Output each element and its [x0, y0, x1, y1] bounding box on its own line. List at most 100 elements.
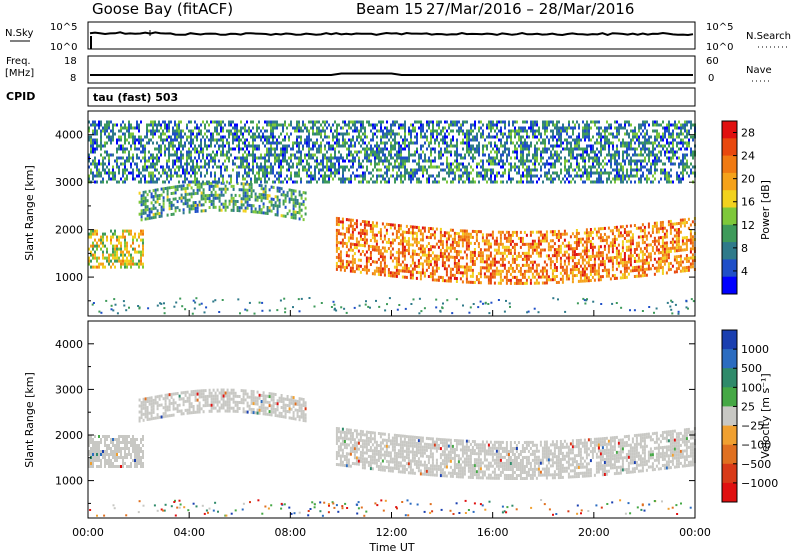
heat-cell	[240, 197, 243, 201]
heat-cell	[533, 269, 536, 273]
heat-cell	[326, 120, 328, 124]
heat-cell	[392, 147, 394, 151]
heat-cell	[521, 263, 524, 267]
heat-cell	[306, 138, 308, 142]
heat-cell	[455, 277, 458, 280]
heat-cell	[553, 230, 556, 234]
heat-cell	[190, 135, 192, 139]
heat-cell	[228, 174, 230, 178]
heat-cell	[150, 180, 152, 184]
heat-cell	[571, 268, 574, 272]
heat-cell	[441, 258, 444, 262]
heat-cell	[685, 257, 688, 260]
heat-cell	[254, 153, 256, 157]
heat-cell	[417, 226, 420, 230]
heat-cell	[394, 120, 396, 124]
heat-cell	[300, 153, 302, 157]
heat-cell	[178, 120, 180, 124]
heat-cell	[631, 233, 634, 237]
heat-cell	[637, 253, 640, 257]
heat-cell	[132, 159, 134, 163]
heat-cell	[443, 261, 446, 265]
heat-cell	[393, 223, 396, 227]
heat-cell	[168, 165, 170, 169]
heat-cell	[381, 252, 384, 256]
heat-cell	[557, 229, 560, 233]
heat-cell	[397, 251, 400, 255]
heat-cell	[471, 250, 474, 254]
heat-cell	[597, 248, 600, 252]
heat-cell	[208, 197, 211, 200]
heat-cell	[382, 135, 384, 139]
heat-cell	[324, 180, 326, 184]
heat-cell	[322, 156, 324, 160]
heat-cell	[647, 267, 650, 271]
heat-cell	[400, 123, 402, 127]
heat-cell	[252, 171, 254, 175]
heat-cell	[212, 135, 214, 139]
heat-cell	[357, 249, 360, 253]
heat-cell	[408, 144, 410, 148]
heat-cell	[136, 174, 138, 178]
heat-cell	[410, 177, 412, 181]
heat-cell	[92, 132, 94, 136]
heat-cell	[387, 268, 390, 271]
heat-cell	[388, 168, 390, 172]
heat-cell	[212, 165, 214, 169]
heat-cell	[505, 239, 508, 243]
noise-panel: N.Sky 10^5 10^0 10^5 10^0 N.Search	[5, 21, 791, 53]
heat-cell	[437, 239, 440, 243]
heat-cell	[422, 123, 424, 127]
heat-cell	[641, 271, 644, 275]
heat-cell	[96, 129, 98, 133]
heat-cell	[471, 271, 474, 275]
heat-cell	[186, 165, 188, 169]
heat-cell	[445, 258, 448, 262]
heat-cell	[653, 221, 656, 225]
heat-cell	[404, 177, 406, 181]
heat-cell	[282, 144, 284, 148]
heat-cell	[110, 265, 112, 269]
heat-cell	[214, 120, 216, 124]
heat-cell	[250, 144, 252, 148]
heat-cell	[160, 147, 162, 151]
heat-cell	[352, 123, 354, 127]
heat-cell	[358, 135, 360, 139]
heat-cell	[363, 223, 366, 227]
heat-cell	[629, 263, 632, 267]
heat-cell	[98, 171, 100, 175]
heat-cell	[126, 250, 128, 254]
heat-cell	[334, 147, 336, 151]
heat-cell	[413, 225, 416, 229]
heat-cell	[599, 233, 602, 237]
heat-cell	[501, 260, 504, 264]
heat-cell	[687, 265, 690, 269]
heat-cell	[433, 245, 436, 249]
heat-cell	[140, 197, 143, 201]
heat-cell	[663, 247, 666, 251]
heat-cell	[88, 235, 90, 239]
heat-cell	[451, 255, 454, 259]
heat-cell	[354, 120, 356, 124]
heat-cell	[220, 123, 222, 127]
heat-cell	[599, 278, 602, 282]
heat-cell	[422, 174, 424, 178]
heat-cell	[284, 135, 286, 139]
heat-cell	[238, 147, 240, 151]
heat-cell	[396, 156, 398, 160]
heat-cell	[430, 147, 432, 151]
heat-cell	[490, 168, 492, 172]
heat-cell	[439, 236, 442, 240]
heat-cell	[553, 275, 556, 279]
heat-cell	[116, 253, 118, 257]
heat-cell	[276, 138, 278, 142]
heat-cell	[106, 120, 108, 124]
heat-cell	[547, 254, 550, 258]
heat-cell	[373, 245, 376, 249]
heat-cell	[468, 180, 470, 184]
heat-cell	[94, 253, 96, 257]
heat-cell	[477, 272, 480, 276]
heat-cell	[409, 255, 412, 259]
heat-cell	[356, 120, 358, 124]
heat-cell	[102, 265, 104, 269]
